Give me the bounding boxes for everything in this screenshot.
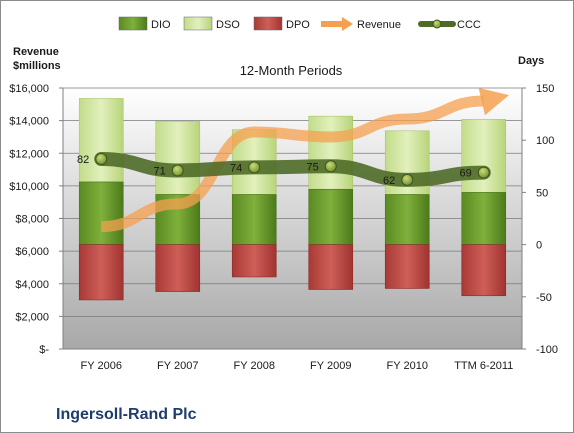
x-tick-label: FY 2006 — [81, 360, 122, 372]
left-tick-label: $2,000 — [15, 311, 49, 323]
legend-swatch-dso — [183, 16, 213, 31]
dio-bar — [308, 188, 354, 245]
ccc-point — [477, 166, 490, 179]
dso-bar — [461, 119, 507, 193]
legend-label: DPO — [286, 19, 310, 31]
lines: 82 71 74 75 62 69 — [77, 87, 510, 233]
bars — [78, 98, 507, 301]
dio-bar — [231, 194, 277, 245]
dpo-bar — [308, 244, 354, 290]
legend: DIO DSO DPO Revenue CCC — [118, 16, 481, 31]
axes: $- $2,000 $4,000 $6,000 $8,000 $10,000 $12,000… — [9, 83, 558, 372]
ccc-point — [401, 173, 414, 186]
dpo-bar — [78, 244, 124, 301]
ccc-data-label: 82 — [77, 154, 89, 166]
revenue-line — [101, 95, 484, 233]
dpo-bar — [231, 244, 277, 278]
dio-bar — [78, 181, 124, 245]
right-tick-label: 150 — [536, 83, 554, 95]
x-tick-label: FY 2009 — [310, 360, 351, 372]
left-axis-label-line2: $millions — [13, 60, 61, 72]
ccc-point — [95, 152, 108, 165]
ccc-data-label: 75 — [307, 161, 319, 173]
ccc-point — [171, 164, 184, 177]
x-tick-label: FY 2008 — [234, 360, 275, 372]
legend-label: CCC — [457, 19, 481, 31]
ccc-line — [94, 151, 491, 187]
legend-label: Revenue — [357, 19, 401, 31]
right-tick-label: 0 — [536, 240, 542, 252]
x-tick-label: FY 2007 — [157, 360, 198, 372]
chart-title: 12-Month Periods — [240, 63, 343, 78]
dpo-bar — [155, 244, 201, 292]
ccc-data-label: 71 — [154, 165, 166, 177]
right-axis-label: Days — [518, 55, 544, 67]
legend-swatch-dio — [118, 16, 148, 31]
right-tick-label: 100 — [536, 135, 554, 147]
right-tick-label: 50 — [536, 187, 548, 199]
legend-label: DSO — [216, 19, 240, 31]
left-tick-label: $12,000 — [9, 148, 49, 160]
dso-bar — [155, 121, 201, 195]
ccc-data-label: 74 — [230, 162, 242, 174]
dpo-bar — [384, 244, 430, 289]
legend-arrow-revenue — [342, 17, 353, 31]
ccc-data-label: 69 — [460, 168, 472, 180]
ccc-point — [324, 160, 337, 173]
revenue-arrowhead — [478, 87, 510, 116]
dpo-bar — [461, 244, 507, 297]
right-tick-label: -50 — [536, 292, 552, 304]
left-tick-label: $16,000 — [9, 83, 49, 95]
left-tick-label: $4,000 — [15, 279, 49, 291]
left-axis-label-line1: Revenue — [13, 46, 59, 58]
company-name: Ingersoll-Rand Plc — [56, 406, 197, 423]
x-tick-label: FY 2010 — [387, 360, 428, 372]
dso-bar — [308, 115, 354, 190]
left-tick-label: $6,000 — [15, 246, 49, 258]
left-tick-label: $10,000 — [9, 181, 49, 193]
dso-bar — [78, 98, 124, 183]
right-tick-label: -100 — [536, 344, 558, 356]
ccc-point — [248, 161, 261, 174]
left-tick-label: $- — [39, 344, 49, 356]
left-tick-label: $8,000 — [15, 214, 49, 226]
dio-bar — [384, 194, 430, 245]
dio-bar — [461, 192, 507, 245]
x-tick-label: TTM 6-2011 — [454, 360, 513, 372]
legend-dot-ccc — [432, 19, 442, 29]
ccc-data-label: 62 — [383, 175, 395, 187]
left-tick-label: $14,000 — [9, 116, 49, 128]
legend-label: DIO — [151, 19, 171, 31]
legend-swatch-dpo — [253, 16, 283, 31]
